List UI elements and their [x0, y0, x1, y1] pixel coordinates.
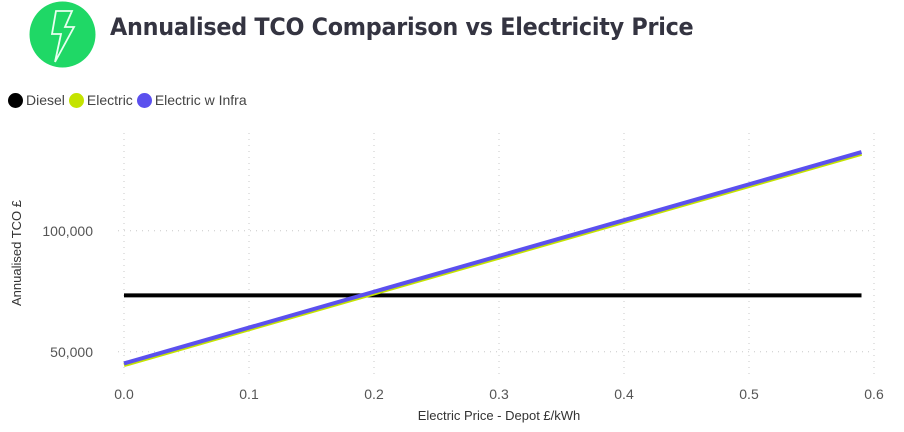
legend-item-electric[interactable]: Electric — [68, 92, 133, 108]
grid — [118, 133, 875, 374]
legend-item-diesel[interactable]: Diesel — [8, 92, 65, 108]
chart-title: Annualised TCO Comparison vs Electricity… — [110, 13, 694, 41]
x-tick-label: 0.1 — [239, 386, 259, 402]
legend-dot-electric-w-infra — [136, 92, 152, 108]
x-tick-label: 0.4 — [614, 386, 634, 402]
x-tick-label: 0.3 — [489, 386, 509, 402]
lightning-bolt-icon — [50, 10, 76, 63]
x-tick-label: 0.6 — [864, 386, 884, 402]
legend: Diesel Electric Electric w Infra — [8, 90, 251, 110]
x-tick-label: 0.0 — [114, 386, 134, 402]
y-tick-label: 100,000 — [42, 223, 93, 239]
logo-circle — [29, 1, 96, 68]
lightning-bolt-logo — [29, 1, 96, 68]
x-tick-label: 0.2 — [364, 386, 384, 402]
x-tick-label: 0.5 — [739, 386, 759, 402]
legend-label-diesel: Diesel — [26, 92, 65, 108]
y-tick-label: 50,000 — [50, 344, 93, 360]
legend-label-electric-w-infra: Electric w Infra — [154, 92, 247, 108]
x-axis-title: Electric Price - Depot £/kWh — [418, 408, 581, 423]
tick-labels: 0.0 0.1 0.2 0.3 0.4 0.5 0.6 50,000 100,000 — [42, 223, 884, 402]
series-lines — [123, 150, 863, 368]
legend-dot-diesel — [8, 92, 23, 108]
legend-label-electric: Electric — [86, 92, 133, 108]
series-line-electric-w-infra[interactable] — [123, 150, 863, 366]
legend-item-electric-w-infra[interactable]: Electric w Infra — [136, 92, 247, 108]
legend-dot-electric — [68, 92, 84, 108]
y-axis-title: Annualised TCO £ — [9, 199, 24, 306]
